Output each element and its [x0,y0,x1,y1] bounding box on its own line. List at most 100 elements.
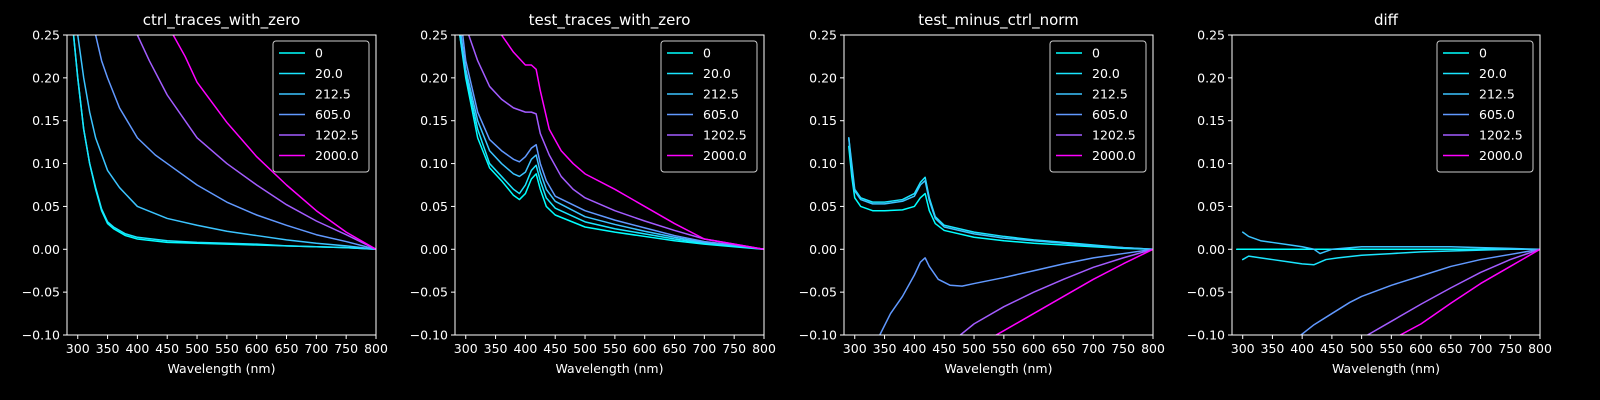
legend-label: 2000.0 [1479,148,1523,163]
series-line-2000.0 [172,35,376,251]
legend-label: 1202.5 [703,128,747,143]
series-line-0 [459,35,764,251]
chart-title: test_minus_ctrl_norm [918,11,1079,30]
y-tick-label: 0.10 [1197,156,1225,171]
chart-panel-3: test_minus_ctrl_norm 300 350 400 450 500 550 60… [799,11,1165,376]
legend-label: 0 [315,46,323,61]
x-tick-label: 750 [722,341,746,356]
x-tick-label: 650 [1439,341,1463,356]
y-tick-label: −0.05 [1187,285,1225,300]
legend-label: 0 [1479,46,1487,61]
x-tick-label: 800 [364,341,388,356]
y-tick-label: 0.10 [32,156,60,171]
x-tick-label: 700 [692,341,716,356]
y-tick-label: 0.05 [420,199,448,214]
x-tick-label: 550 [603,341,627,356]
legend: 0 20.0 212.5 605.0 1202.5 2000.0 [1436,40,1534,173]
y-tick-label: 0.20 [809,70,837,85]
y-tick-label: −0.05 [22,285,60,300]
x-tick-label: 600 [633,341,657,356]
y-tick-label: 0.15 [32,113,60,128]
legend-label: 1202.5 [315,128,359,143]
y-tick-label: 0.25 [1197,28,1225,43]
x-tick-label: 600 [1409,341,1433,356]
y-tick-label: 0.05 [1197,199,1225,214]
legend: 0 20.0 212.5 605.0 1202.5 2000.0 [660,40,758,173]
x-tick-label: 500 [573,341,597,356]
legend-label: 2000.0 [315,148,359,163]
x-tick-label: 300 [454,341,478,356]
x-tick-label: 550 [992,341,1016,356]
x-axis-label: Wavelength (nm) [945,361,1053,376]
x-tick-label: 350 [1261,341,1285,356]
x-tick-label: 350 [96,341,120,356]
series-line-1202.5 [959,248,1153,335]
x-tick-label: 300 [1231,341,1255,356]
series-line-605.0 [1300,248,1540,335]
x-axis-label: Wavelength (nm) [168,361,276,376]
legend-label: 1202.5 [1479,128,1523,143]
x-tick-label: 600 [245,341,269,356]
series-line-0 [848,145,1153,251]
x-tick-label: 300 [843,341,867,356]
x-tick-label: 750 [334,341,358,356]
chart-panel-2: test_traces_with_zero 300 350 400 450 500 550 6… [410,11,776,376]
x-tick-label: 450 [932,341,956,356]
series-line-1202.5 [467,35,764,251]
series-line-212.5 [460,35,764,251]
y-tick-label: 0.05 [32,199,60,214]
legend-label: 605.0 [315,107,351,122]
y-tick-label: 0.15 [809,113,837,128]
series-line-20.0 [459,35,764,251]
x-tick-label: 500 [962,341,986,356]
series-line-1202.5 [1366,248,1540,335]
series-line-2000.0 [500,35,764,251]
axes-frame [66,34,377,336]
legend-label: 20.0 [1479,66,1507,81]
legend-label: 20.0 [1092,66,1120,81]
x-tick-label: 700 [1469,341,1493,356]
x-tick-label: 400 [125,341,149,356]
x-tick-label: 750 [1498,341,1522,356]
series-line-212.5 [1241,231,1540,255]
series-line-2000.0 [1399,248,1540,335]
y-tick-label: 0.00 [1197,242,1225,257]
x-tick-label: 800 [1141,341,1165,356]
legend-label: 212.5 [703,87,739,102]
legend-label: 212.5 [1092,87,1128,102]
y-tick-label: 0.15 [420,113,448,128]
chart-panel-4: diff 300 350 400 450 500 550 600 650 700 750 800 −0.… [1187,11,1552,376]
x-tick-label: 300 [66,341,90,356]
x-tick-label: 550 [1379,341,1403,356]
x-tick-label: 600 [1022,341,1046,356]
y-tick-label: 0.15 [1197,113,1225,128]
series-group [848,137,1153,335]
axes-frame [1231,34,1541,336]
legend-label: 2000.0 [1092,148,1136,163]
legend-label: 605.0 [1479,107,1515,122]
y-tick-label: 0.20 [420,70,448,85]
y-tick-label: 0.00 [420,242,448,257]
series-line-20.0 [72,35,376,251]
y-tick-label: −0.10 [410,328,448,343]
x-tick-label: 550 [215,341,239,356]
series-line-20.0 [1241,248,1540,266]
x-axis-label: Wavelength (nm) [556,361,664,376]
series-line-605.0 [879,248,1153,335]
axes-frame [843,34,1154,336]
x-tick-label: 450 [1320,341,1344,356]
legend-label: 0 [1092,46,1100,61]
x-tick-label: 650 [663,341,687,356]
y-tick-label: 0.00 [809,242,837,257]
legend: 0 20.0 212.5 605.0 1202.5 2000.0 [272,40,370,173]
x-tick-label: 450 [155,341,179,356]
y-tick-label: 0.20 [1197,70,1225,85]
series-group [72,35,376,251]
legend-label: 20.0 [315,66,343,81]
legend-label: 20.0 [703,66,731,81]
y-tick-label: 0.25 [32,28,60,43]
x-tick-label: 800 [752,341,776,356]
y-tick-label: −0.05 [410,285,448,300]
series-line-1202.5 [136,35,376,251]
x-tick-label: 700 [1081,341,1105,356]
